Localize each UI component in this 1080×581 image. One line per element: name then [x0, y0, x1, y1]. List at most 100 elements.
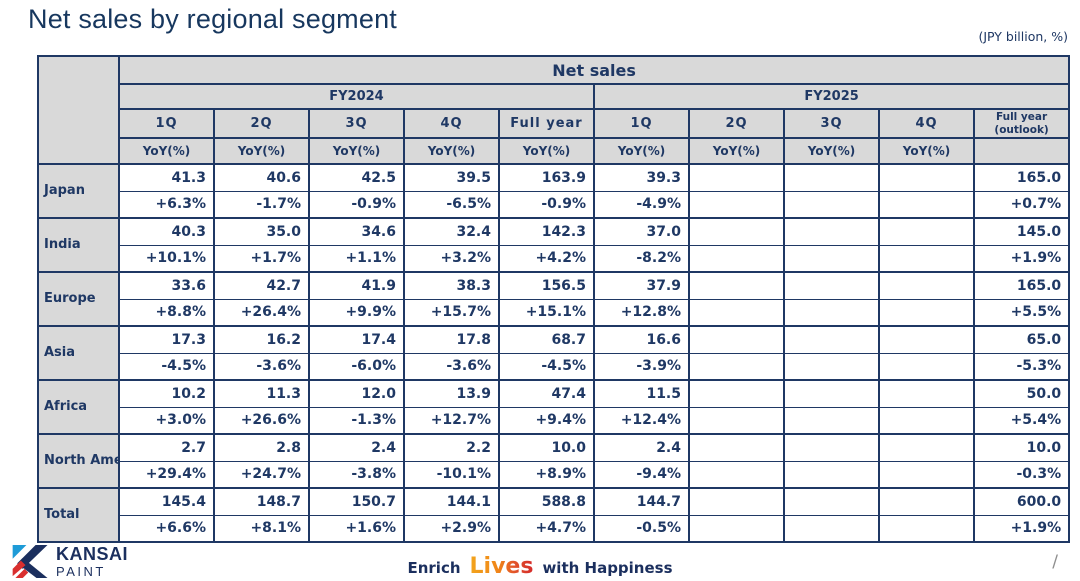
yoy-cell: +15.1%: [498, 298, 595, 328]
quarter-header-fy2024-fullyear: Full year: [498, 107, 595, 140]
yoy-cell: [878, 406, 975, 436]
quarter-header-fy2025-fullyear-outlook: Full year (outlook): [972, 107, 1071, 140]
region-label: North America: [37, 433, 120, 490]
value-cell: 12.0: [308, 379, 405, 408]
yoy-cell: [783, 406, 880, 436]
yoy-cell: +5.5%: [972, 298, 1071, 328]
value-cell: 47.4: [498, 379, 595, 408]
value-cell: 35.0: [213, 217, 310, 246]
header-row-fiscal-years: FY2024 FY2025: [38, 83, 1071, 110]
yoy-cell: [688, 190, 785, 220]
yoy-cell: +1.9%: [972, 244, 1071, 274]
value-cell: 2.4: [308, 433, 405, 462]
yoy-cell: -4.5%: [498, 352, 595, 382]
yoy-cell: +9.9%: [308, 298, 405, 328]
fy2025-header: FY2025: [592, 83, 1071, 110]
yoy-header: YoY(%): [213, 137, 310, 166]
yoy-cell: [878, 352, 975, 382]
yoy-cell: -4.9%: [593, 190, 690, 220]
yoy-cell: +10.1%: [118, 244, 215, 274]
table-row-values: Europe 33.6 42.7 41.9 38.3 156.5 37.9 165.0: [37, 271, 1071, 328]
yoy-cell: +1.7%: [213, 244, 310, 274]
value-cell: [783, 271, 880, 300]
value-cell: 10.0: [972, 433, 1071, 462]
table-row-yoy: +3.0% +26.6% -1.3% +12.7% +9.4% +12.4% +5.4%: [38, 406, 1071, 436]
yoy-cell: [783, 352, 880, 382]
value-cell: [878, 433, 975, 462]
unit-note: (JPY billion, %): [978, 29, 1068, 44]
fullyear-outlook-line1: Full year: [995, 111, 1048, 123]
yoy-cell: -5.3%: [972, 352, 1071, 382]
quarter-header-fy2025-2q: 2Q: [688, 107, 785, 140]
header-row-netsales: Net sales: [37, 54, 1071, 166]
value-cell: 40.3: [118, 217, 215, 246]
table-row-yoy: +10.1% +1.7% +1.1% +3.2% +4.2% -8.2% +1.9%: [38, 244, 1071, 274]
value-cell: [783, 217, 880, 246]
table-row-yoy: +29.4% +24.7% -3.8% -10.1% +8.9% -9.4% -0.3%: [38, 460, 1071, 490]
tagline: Enrich Lives with Happiness: [407, 554, 672, 579]
value-cell: 165.0: [972, 271, 1071, 300]
value-cell: 41.9: [308, 271, 405, 300]
tagline-enrich: Enrich: [407, 559, 461, 577]
yoy-cell: -1.7%: [213, 190, 310, 220]
table-row-values: North America2.72.82.42.210.02.410.0: [37, 433, 1071, 490]
table-row-yoy: +6.3% -1.7% -0.9% -6.5% -0.9% -4.9% +0.7%: [38, 190, 1071, 220]
yoy-cell: -0.9%: [498, 190, 595, 220]
yoy-cell: [878, 244, 975, 274]
yoy-cell: [688, 406, 785, 436]
yoy-header-empty: [972, 137, 1071, 166]
yoy-cell: +29.4%: [118, 460, 215, 490]
value-cell: 40.6: [213, 163, 310, 192]
value-cell: [878, 271, 975, 300]
value-cell: 16.6: [593, 325, 690, 354]
value-cell: [783, 325, 880, 354]
yoy-header: YoY(%): [403, 137, 500, 166]
quarter-header-fy2024-4q: 4Q: [403, 107, 500, 140]
yoy-cell: -10.1%: [403, 460, 500, 490]
value-cell: 32.4: [403, 217, 500, 246]
yoy-cell: +2.9%: [403, 514, 500, 544]
yoy-cell: -1.3%: [308, 406, 405, 436]
value-cell: 33.6: [118, 271, 215, 300]
yoy-header: YoY(%): [593, 137, 690, 166]
yoy-header: YoY(%): [498, 137, 595, 166]
yoy-cell: +3.2%: [403, 244, 500, 274]
value-cell: 13.9: [403, 379, 500, 408]
value-cell: 37.9: [593, 271, 690, 300]
net-sales-header: Net sales: [117, 55, 1071, 85]
yoy-cell: -9.4%: [593, 460, 690, 490]
yoy-cell: +6.6%: [118, 514, 215, 544]
yoy-cell: +3.0%: [118, 406, 215, 436]
table-row-values: Africa 10.2 11.3 12.0 13.9 47.4 11.5 50.0: [37, 379, 1071, 436]
yoy-cell: -3.9%: [593, 352, 690, 382]
yoy-cell: +1.9%: [972, 514, 1071, 544]
quarter-header-fy2024-1q: 1Q: [118, 107, 215, 140]
value-cell: [783, 433, 880, 462]
table-row-values: Total 145.4 148.7 150.7 144.1 588.8 144.7 600.0: [37, 487, 1071, 544]
yoy-cell: +0.7%: [972, 190, 1071, 220]
value-cell: 17.3: [118, 325, 215, 354]
yoy-cell: +1.1%: [308, 244, 405, 274]
value-cell: 11.3: [213, 379, 310, 408]
yoy-cell: +26.4%: [213, 298, 310, 328]
value-cell: 588.8: [498, 487, 595, 516]
value-cell: 144.7: [593, 487, 690, 516]
value-cell: 148.7: [213, 487, 310, 516]
yoy-cell: [688, 460, 785, 490]
table-row-values: Asia 17.3 16.2 17.4 17.8 68.7 16.6 65.0: [37, 325, 1071, 382]
table-row-yoy: +6.6% +8.1% +1.6% +2.9% +4.7% -0.5% +1.9%: [38, 514, 1071, 544]
value-cell: 10.2: [118, 379, 215, 408]
yoy-cell: +15.7%: [403, 298, 500, 328]
yoy-cell: -0.3%: [972, 460, 1071, 490]
region-label: Europe: [37, 271, 120, 328]
yoy-cell: -3.6%: [213, 352, 310, 382]
value-cell: 2.4: [593, 433, 690, 462]
yoy-cell: +8.8%: [118, 298, 215, 328]
value-cell: 34.6: [308, 217, 405, 246]
value-cell: [688, 271, 785, 300]
yoy-cell: [688, 244, 785, 274]
value-cell: 42.5: [308, 163, 405, 192]
yoy-cell: [783, 190, 880, 220]
value-cell: 150.7: [308, 487, 405, 516]
value-cell: 163.9: [498, 163, 595, 192]
